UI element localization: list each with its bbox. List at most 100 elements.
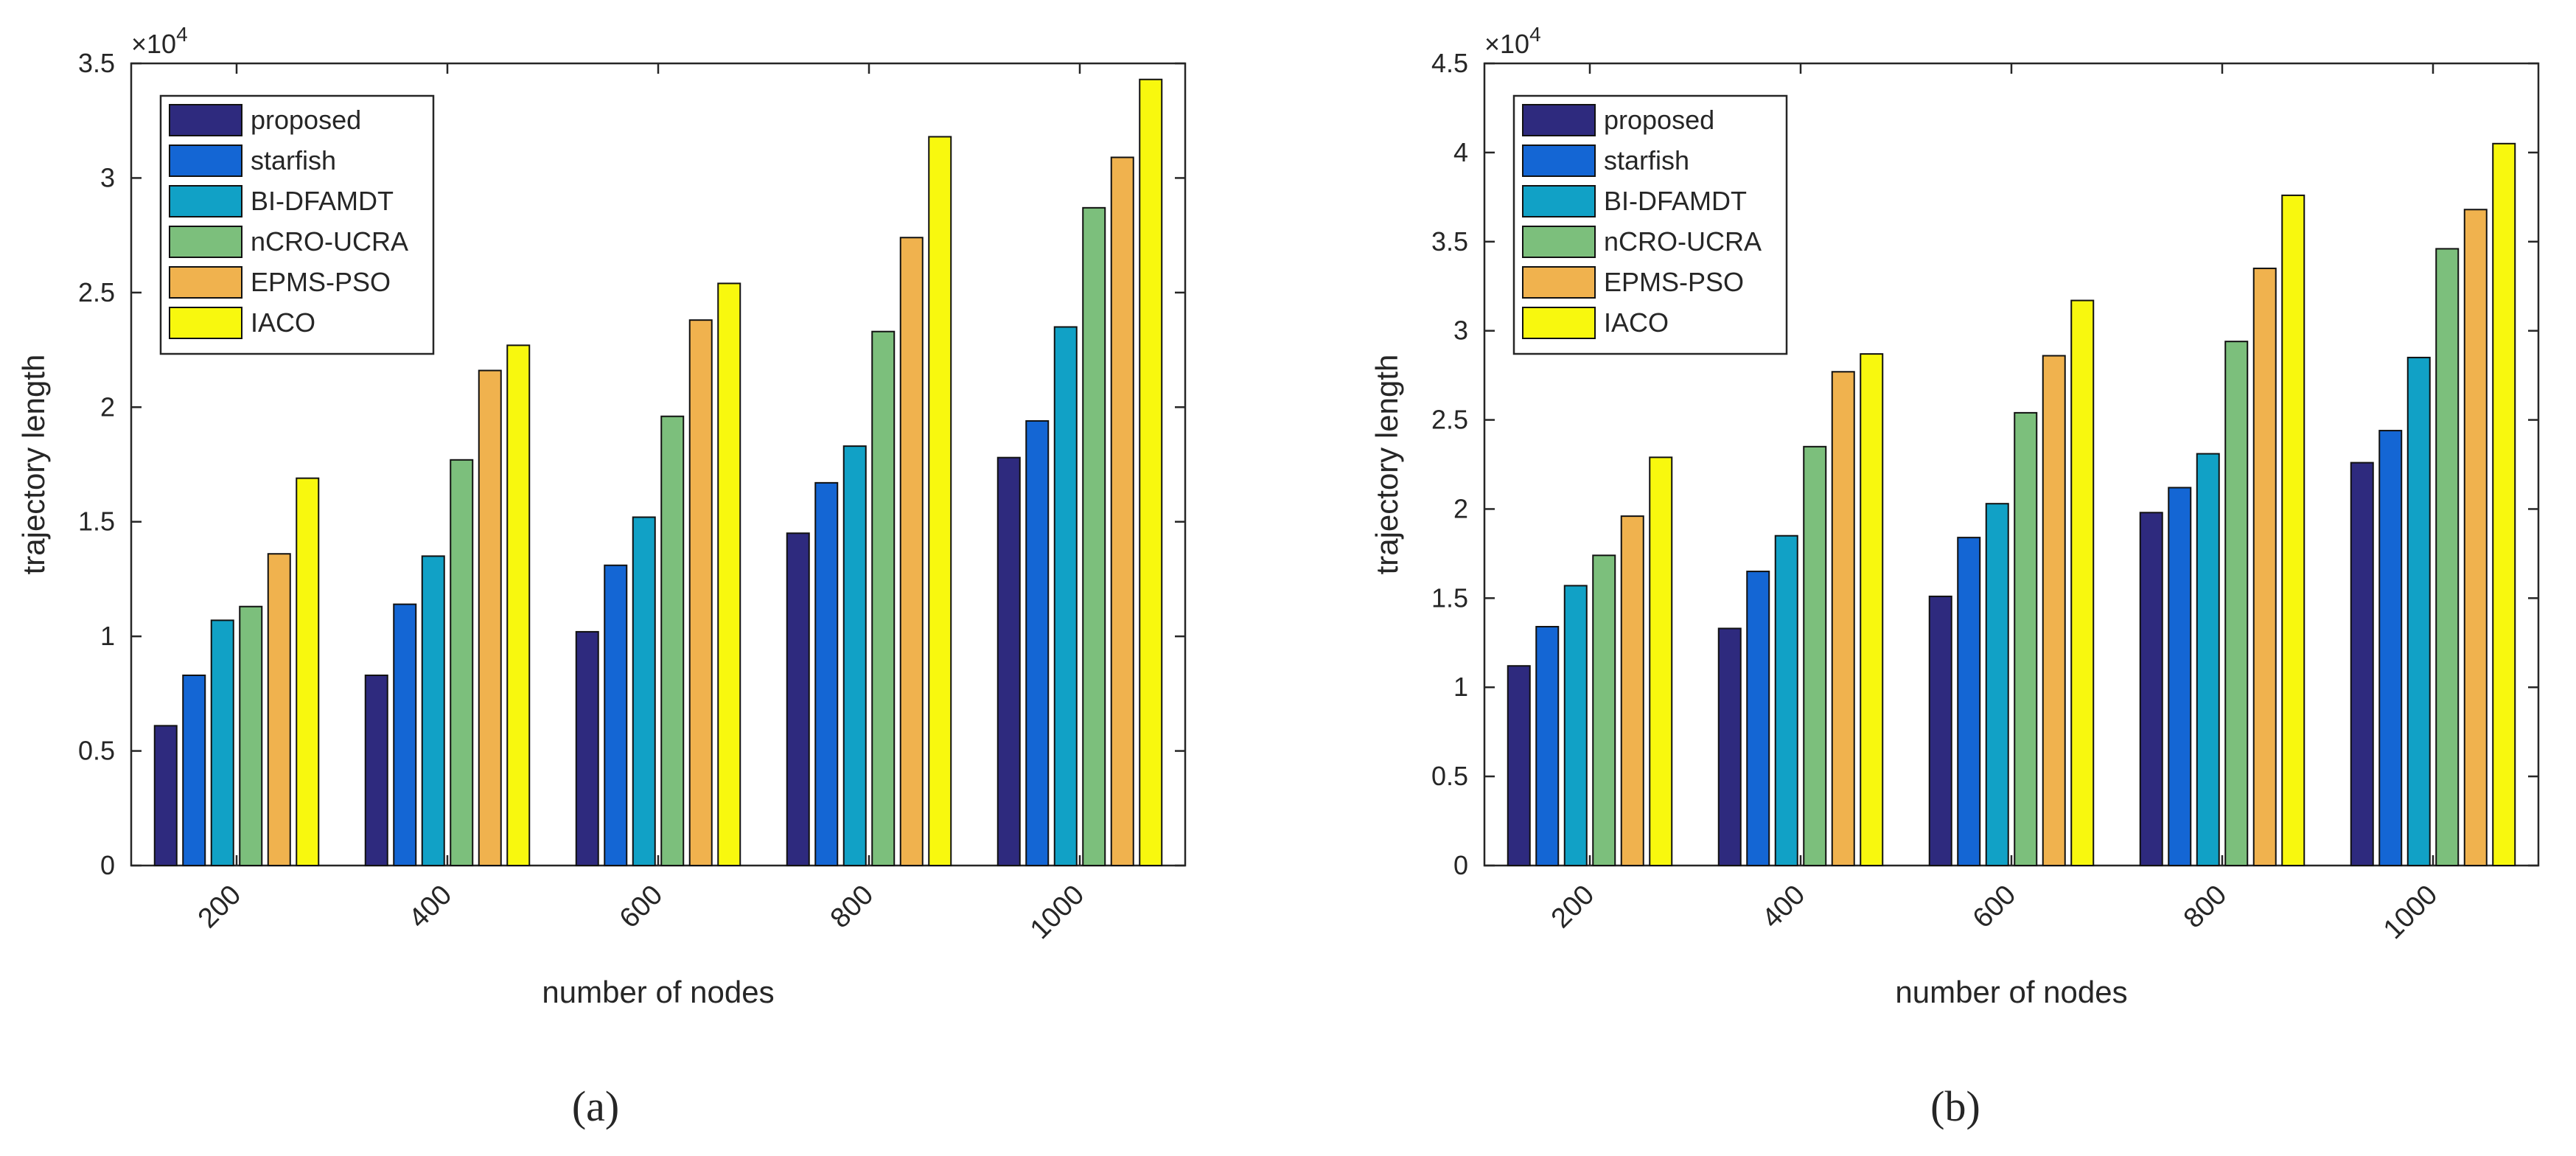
legend-label-bi-dfamdt: BI-DFAMDT bbox=[1604, 186, 1747, 216]
y-tick-label: 2.5 bbox=[1431, 405, 1468, 435]
bar-ncro-ucra-1000 bbox=[2435, 248, 2460, 866]
y-tick-label: 1 bbox=[1453, 672, 1468, 702]
y-tick-label: 3 bbox=[100, 162, 115, 192]
bar-epms-pso-400 bbox=[1831, 371, 1855, 866]
legend-label-iaco: IACO bbox=[1604, 307, 1669, 338]
y-axis-label: trajectory length bbox=[1369, 355, 1404, 575]
legend-swatch-ncro-ucra bbox=[1522, 226, 1596, 258]
legend-label-bi-dfamdt: BI-DFAMDT bbox=[251, 186, 394, 216]
bar-epms-pso-400 bbox=[478, 369, 502, 866]
legend-swatch-iaco bbox=[1522, 307, 1596, 339]
legend-swatch-epms-pso bbox=[169, 266, 242, 299]
y-tick-label: 3 bbox=[1453, 316, 1468, 346]
y-tick-label: 1.5 bbox=[78, 506, 115, 537]
bar-iaco-400 bbox=[1860, 353, 1884, 866]
bar-bi-dfamdt-1000 bbox=[1053, 326, 1078, 866]
panel-caption: (a) bbox=[572, 1082, 619, 1130]
bar-ncro-ucra-600 bbox=[2014, 411, 2038, 866]
legend-swatch-starfish bbox=[1522, 144, 1596, 177]
bar-bi-dfamdt-800 bbox=[842, 445, 867, 866]
y-tick-label: 3.5 bbox=[1431, 226, 1468, 257]
bar-bi-dfamdt-200 bbox=[1563, 585, 1588, 866]
bar-iaco-1000 bbox=[1139, 78, 1163, 866]
bar-epms-pso-200 bbox=[267, 553, 291, 867]
bar-bi-dfamdt-600 bbox=[1985, 503, 2009, 866]
bar-proposed-400 bbox=[1717, 627, 1742, 866]
y-tick-label: 1.5 bbox=[1431, 582, 1468, 613]
legend: proposed starfish BI-DFAMDT nCRO-UCRA EPMS-P… bbox=[159, 94, 435, 355]
bar-bi-dfamdt-1000 bbox=[2406, 356, 2431, 866]
y-tick-label: 4.5 bbox=[1431, 48, 1468, 78]
legend: proposed starfish BI-DFAMDT nCRO-UCRA EPMS-P… bbox=[1512, 94, 1788, 355]
panel-caption: (b) bbox=[1930, 1082, 1980, 1130]
legend-label-ncro-ucra: nCRO-UCRA bbox=[251, 226, 408, 257]
bar-starfish-800 bbox=[814, 481, 839, 866]
legend-label-proposed: proposed bbox=[1604, 105, 1714, 135]
y-axis-exponent: ×104 bbox=[1484, 23, 1541, 59]
y-tick-label: 2 bbox=[100, 391, 115, 422]
bar-starfish-200 bbox=[182, 674, 206, 866]
bar-proposed-1000 bbox=[2350, 462, 2374, 866]
bar-bi-dfamdt-600 bbox=[632, 516, 656, 866]
bar-epms-pso-200 bbox=[1620, 515, 1644, 866]
bar-starfish-600 bbox=[1957, 537, 1981, 867]
bar-ncro-ucra-400 bbox=[450, 459, 474, 866]
bar-iaco-800 bbox=[928, 136, 952, 866]
legend-label-starfish: starfish bbox=[251, 145, 336, 175]
bar-starfish-400 bbox=[1746, 571, 1770, 866]
bar-epms-pso-800 bbox=[899, 237, 924, 867]
bar-ncro-ucra-200 bbox=[1592, 554, 1616, 866]
legend-swatch-epms-pso bbox=[1522, 266, 1596, 299]
bar-proposed-800 bbox=[2139, 512, 2163, 867]
bar-bi-dfamdt-800 bbox=[2196, 453, 2220, 866]
bar-epms-pso-1000 bbox=[2463, 209, 2488, 867]
bar-proposed-400 bbox=[364, 674, 388, 866]
bar-proposed-200 bbox=[1507, 665, 1531, 866]
bar-iaco-400 bbox=[506, 344, 531, 866]
y-tick-label: 2.5 bbox=[78, 277, 115, 307]
bar-ncro-ucra-800 bbox=[2224, 341, 2249, 866]
y-axis-exponent: ×104 bbox=[131, 23, 188, 59]
bar-proposed-600 bbox=[1928, 595, 1952, 866]
bar-starfish-1000 bbox=[2378, 430, 2403, 866]
x-axis-label: number of nodes bbox=[542, 975, 774, 1009]
bar-epms-pso-600 bbox=[2042, 355, 2066, 866]
bar-iaco-600 bbox=[2070, 299, 2095, 866]
bar-epms-pso-800 bbox=[2252, 268, 2277, 866]
legend-label-ncro-ucra: nCRO-UCRA bbox=[1604, 226, 1762, 257]
bar-ncro-ucra-400 bbox=[1803, 445, 1827, 866]
y-tick-label: 0.5 bbox=[78, 736, 115, 766]
bar-iaco-600 bbox=[717, 282, 741, 866]
bar-proposed-600 bbox=[575, 630, 599, 866]
legend-swatch-proposed bbox=[169, 104, 242, 136]
bar-ncro-ucra-1000 bbox=[1082, 206, 1106, 866]
legend-label-epms-pso: EPMS-PSO bbox=[1604, 267, 1744, 297]
bar-iaco-800 bbox=[2281, 194, 2306, 867]
bar-iaco-200 bbox=[1649, 456, 1673, 866]
y-tick-label: 3.5 bbox=[78, 48, 115, 78]
legend-label-proposed: proposed bbox=[251, 105, 361, 135]
y-tick-label: 1 bbox=[100, 621, 115, 651]
bar-epms-pso-1000 bbox=[1110, 156, 1134, 867]
y-tick-label: 0.5 bbox=[1431, 761, 1468, 791]
bar-starfish-1000 bbox=[1025, 419, 1050, 866]
bar-bi-dfamdt-400 bbox=[1774, 535, 1798, 866]
legend-swatch-starfish bbox=[169, 144, 242, 177]
bar-starfish-400 bbox=[393, 603, 417, 866]
bar-ncro-ucra-800 bbox=[871, 330, 896, 866]
legend-swatch-ncro-ucra bbox=[169, 226, 242, 258]
bar-ncro-ucra-200 bbox=[239, 605, 263, 867]
bar-starfish-600 bbox=[604, 564, 628, 867]
bar-iaco-1000 bbox=[2492, 142, 2516, 867]
bar-starfish-200 bbox=[1535, 626, 1560, 866]
bar-bi-dfamdt-400 bbox=[421, 555, 445, 866]
legend-swatch-proposed bbox=[1522, 104, 1596, 136]
legend-label-iaco: IACO bbox=[251, 307, 315, 338]
legend-swatch-iaco bbox=[169, 307, 242, 339]
bar-starfish-800 bbox=[2168, 487, 2192, 866]
legend-swatch-bi-dfamdt bbox=[169, 185, 242, 217]
bar-iaco-200 bbox=[296, 477, 320, 866]
bar-epms-pso-600 bbox=[688, 319, 713, 867]
